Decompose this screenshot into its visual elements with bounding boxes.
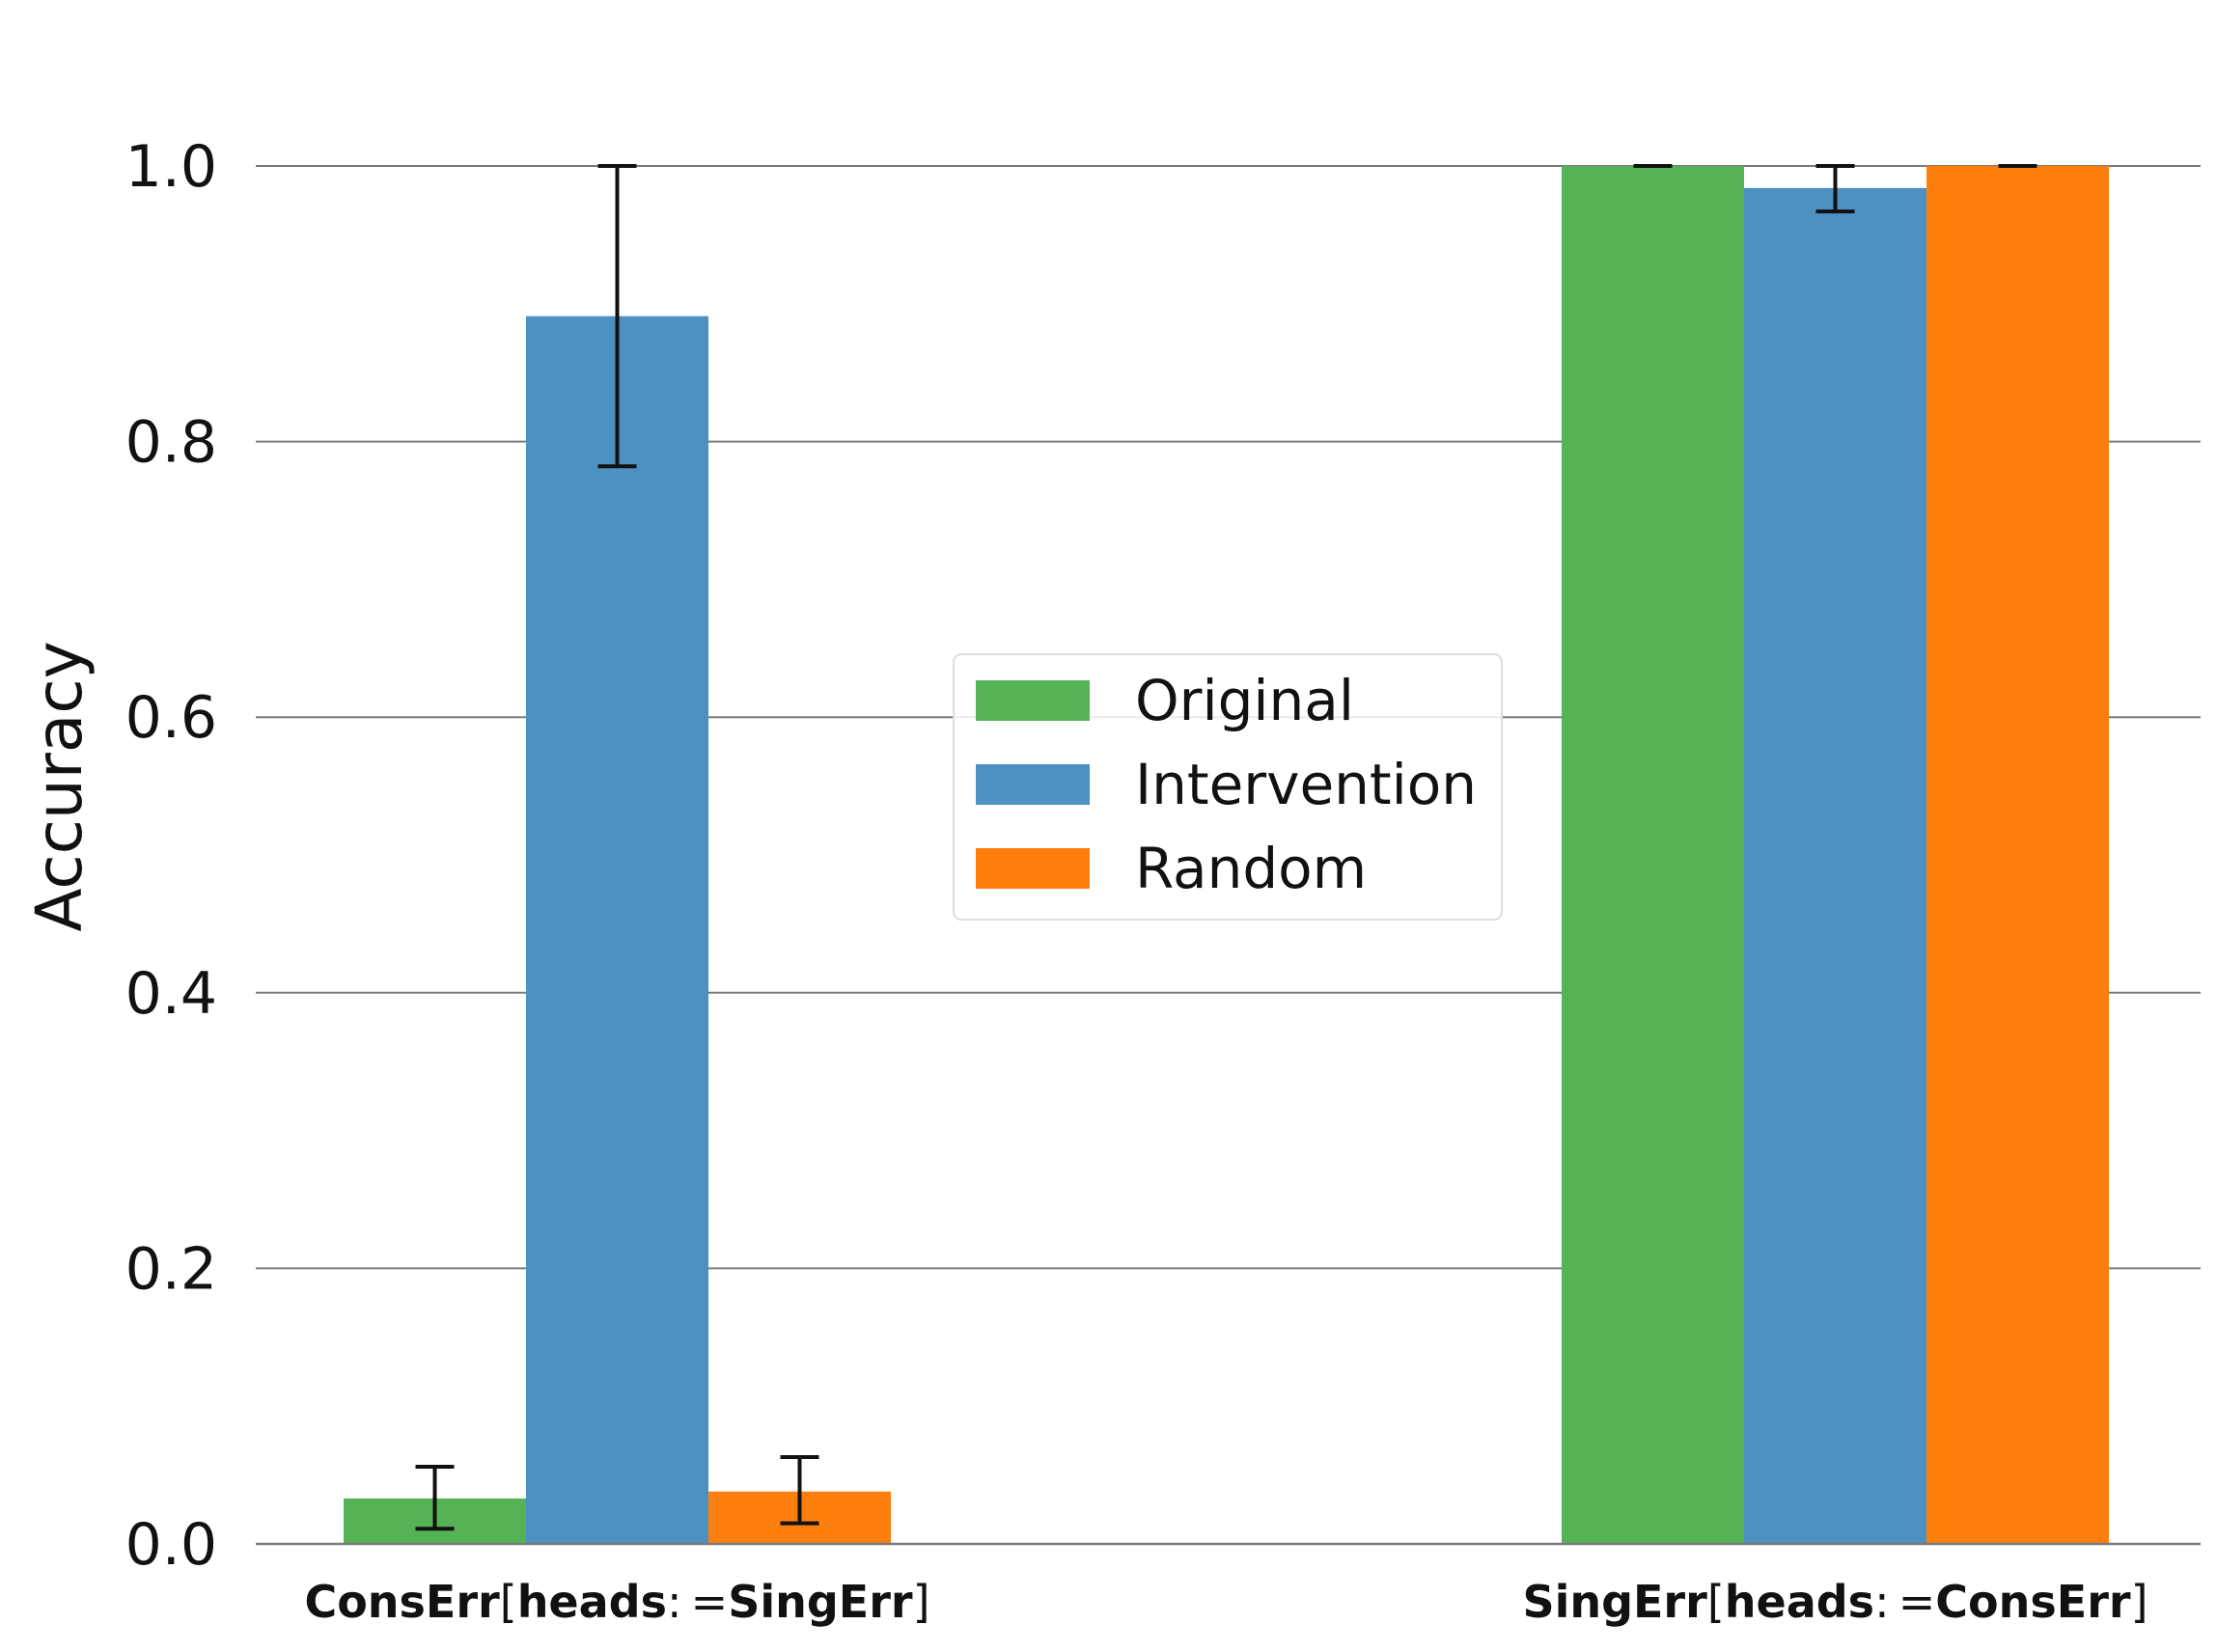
error-bar-intervention (1815, 164, 1855, 214)
legend-label-intervention: Intervention (1135, 752, 1477, 817)
legend-label-random: Random (1135, 836, 1367, 901)
error-bars (415, 164, 2037, 1531)
bar-random (1926, 166, 2109, 1544)
bar-intervention (526, 316, 708, 1545)
y-axis-ticks: 0.0 0.2 0.4 0.6 0.8 1.0 (125, 133, 217, 1579)
y-tick-label: 0.0 (125, 1511, 217, 1579)
y-tick-label: 0.6 (125, 684, 217, 752)
category-label: ConsErr[heads: =SingErr] (304, 1576, 929, 1628)
bars (344, 166, 2109, 1545)
bar-intervention (1744, 187, 1926, 1544)
error-bar-intervention (597, 164, 637, 469)
y-axis-title: Accuracy (22, 641, 97, 931)
y-tick-label: 0.2 (125, 1235, 217, 1303)
y-tick-label: 1.0 (125, 133, 217, 201)
y-tick-label: 0.4 (125, 960, 217, 1028)
legend-frame (953, 653, 1503, 921)
error-bar-original (415, 1465, 455, 1531)
category-label: SingErr[heads: =ConsErr] (1522, 1576, 2148, 1628)
x-axis-categories: ConsErr[heads: =SingErr] SingErr[heads: =… (304, 1576, 2148, 1628)
legend-swatch-random (976, 848, 1090, 889)
y-tick-label: 0.8 (125, 409, 217, 477)
legend: Original Intervention Random (953, 653, 1503, 921)
legend-swatch-intervention (976, 764, 1090, 805)
error-bar-random (780, 1455, 819, 1526)
legend-swatch-original (976, 680, 1090, 721)
legend-label-original: Original (1135, 668, 1354, 733)
bar-original (1562, 166, 1744, 1544)
